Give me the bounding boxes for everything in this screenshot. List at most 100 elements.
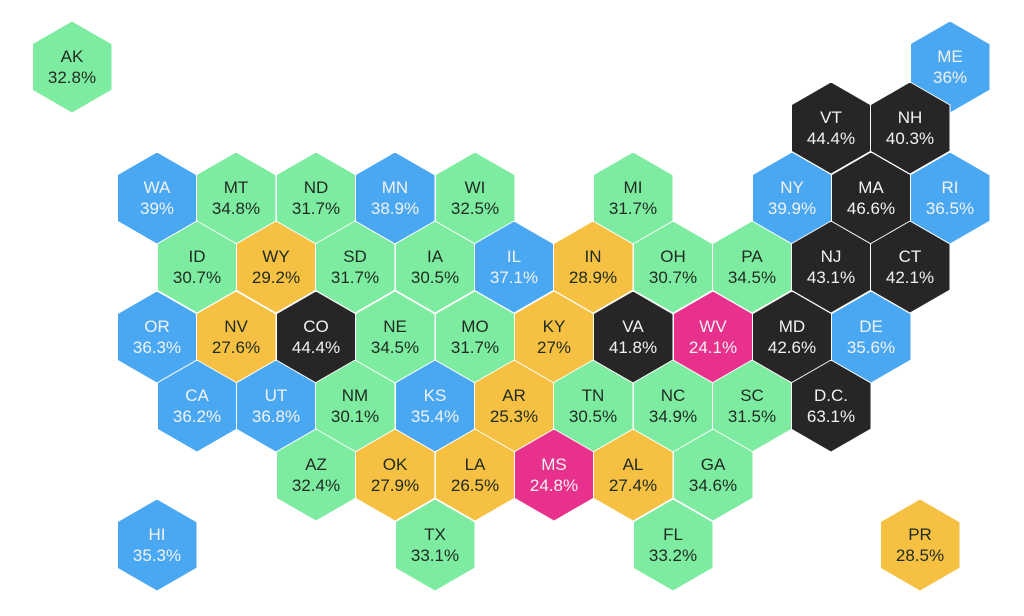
state-value: 35.6% <box>846 338 896 357</box>
state-abbr: ID <box>188 247 206 266</box>
state-value: 27.6% <box>211 338 261 357</box>
state-hex-nc[interactable]: NC 34.9% <box>633 360 713 452</box>
state-abbr: OR <box>144 317 170 336</box>
state-value: 43.1% <box>806 268 856 287</box>
state-hex-nh[interactable]: NH 40.3% <box>870 82 950 174</box>
state-value: 41.8% <box>608 338 658 357</box>
state-value: 36.8% <box>251 407 301 426</box>
state-value: 39.9% <box>767 199 817 218</box>
state-abbr: IN <box>584 247 602 266</box>
state-value: 26.5% <box>450 476 500 495</box>
state-value: 34.5% <box>370 338 420 357</box>
state-abbr: PR <box>908 525 932 544</box>
state-value: 42.1% <box>885 268 935 287</box>
state-hex-ga[interactable]: GA 34.6% <box>673 429 753 521</box>
state-abbr: SD <box>343 247 367 266</box>
state-hex-wv[interactable]: WV 24.1% <box>673 291 753 383</box>
state-abbr: NV <box>224 317 248 336</box>
state-abbr: ND <box>303 178 329 197</box>
state-value: 27% <box>536 338 572 357</box>
state-hex-nj[interactable]: NJ 43.1% <box>791 221 871 313</box>
state-value: 30.7% <box>172 268 222 287</box>
state-value: 25.3% <box>489 407 539 426</box>
state-abbr: KY <box>542 317 566 336</box>
state-abbr: KS <box>423 386 447 405</box>
state-abbr: MD <box>778 317 806 336</box>
state-abbr: WA <box>143 178 171 197</box>
state-abbr: RI <box>941 178 959 197</box>
state-value: 34.9% <box>648 407 698 426</box>
state-abbr: MS <box>541 455 567 474</box>
state-hex-de[interactable]: DE 35.6% <box>831 291 911 383</box>
state-value: 35.4% <box>410 407 460 426</box>
state-abbr: DE <box>859 317 883 336</box>
state-abbr: WY <box>262 247 290 266</box>
state-abbr: HI <box>148 525 166 544</box>
state-abbr: CO <box>303 317 329 336</box>
state-value: 39% <box>139 199 175 218</box>
state-value: 28.9% <box>568 268 618 287</box>
state-value: 44.4% <box>806 129 856 148</box>
state-hex-hi[interactable]: HI 35.3% <box>117 499 197 591</box>
state-value: 30.7% <box>648 268 698 287</box>
state-abbr: MT <box>223 178 249 197</box>
state-abbr: NE <box>383 317 407 336</box>
state-hex-oh[interactable]: OH 30.7% <box>633 221 713 313</box>
state-value: 27.9% <box>370 476 420 495</box>
state-abbr: VA <box>622 317 644 336</box>
state-value: 42.6% <box>767 338 817 357</box>
state-hex-ak[interactable]: AK 32.8% <box>32 21 112 113</box>
state-value: 30.1% <box>330 407 380 426</box>
state-hex-al[interactable]: AL 27.4% <box>593 429 673 521</box>
state-hex-vt[interactable]: VT 44.4% <box>791 82 871 174</box>
state-value: 33.1% <box>410 546 460 565</box>
state-value: 34.8% <box>211 199 261 218</box>
state-hex-ri[interactable]: RI 36.5% <box>910 152 990 244</box>
state-value: 32.8% <box>47 68 97 87</box>
state-value: 33.2% <box>648 546 698 565</box>
state-hex-fl[interactable]: FL 33.2% <box>633 499 713 591</box>
state-hex-sc[interactable]: SC 31.5% <box>712 360 792 452</box>
state-abbr: NH <box>897 108 923 127</box>
state-hex-pa[interactable]: PA 34.5% <box>712 221 792 313</box>
state-value: 44.4% <box>291 338 341 357</box>
state-abbr: D.C. <box>814 386 848 405</box>
state-value: 34.5% <box>727 268 777 287</box>
state-value: 31.7% <box>450 338 500 357</box>
state-abbr: NJ <box>820 247 842 266</box>
state-value: 32.4% <box>291 476 341 495</box>
state-hex-in[interactable]: IN 28.9% <box>553 221 633 313</box>
state-hex-tx[interactable]: TX 33.1% <box>395 499 475 591</box>
state-value: 34.6% <box>688 476 738 495</box>
state-value: 30.5% <box>410 268 460 287</box>
state-abbr: NC <box>660 386 686 405</box>
state-value: 32.5% <box>450 199 500 218</box>
state-hex-va[interactable]: VA 41.8% <box>593 291 673 383</box>
state-abbr: TN <box>581 386 605 405</box>
state-hex-dc[interactable]: D.C. 63.1% <box>791 360 871 452</box>
state-value: 24.1% <box>688 338 738 357</box>
state-hex-ms[interactable]: MS 24.8% <box>514 429 594 521</box>
state-abbr: AL <box>622 455 644 474</box>
state-hex-wa[interactable]: WA 39% <box>117 152 197 244</box>
state-hex-ct[interactable]: CT 42.1% <box>870 221 950 313</box>
state-hex-mt[interactable]: MT 34.8% <box>196 152 276 244</box>
state-abbr: UT <box>264 386 288 405</box>
state-value: 28.5% <box>895 546 945 565</box>
state-value: 31.7% <box>330 268 380 287</box>
state-abbr: VT <box>820 108 842 127</box>
state-abbr: PA <box>741 247 763 266</box>
state-hex-mi[interactable]: MI 31.7% <box>593 152 673 244</box>
state-abbr: IA <box>426 247 444 266</box>
state-abbr: MO <box>461 317 489 336</box>
state-abbr: NY <box>780 178 804 197</box>
state-value: 36.3% <box>132 338 182 357</box>
state-value: 29.2% <box>251 268 301 287</box>
state-hex-pr[interactable]: PR 28.5% <box>880 499 960 591</box>
state-hex-tn[interactable]: TN 30.5% <box>553 360 633 452</box>
state-abbr: AZ <box>305 455 327 474</box>
state-abbr: SC <box>740 386 764 405</box>
state-abbr: AK <box>60 47 84 66</box>
state-abbr: MI <box>623 178 643 197</box>
